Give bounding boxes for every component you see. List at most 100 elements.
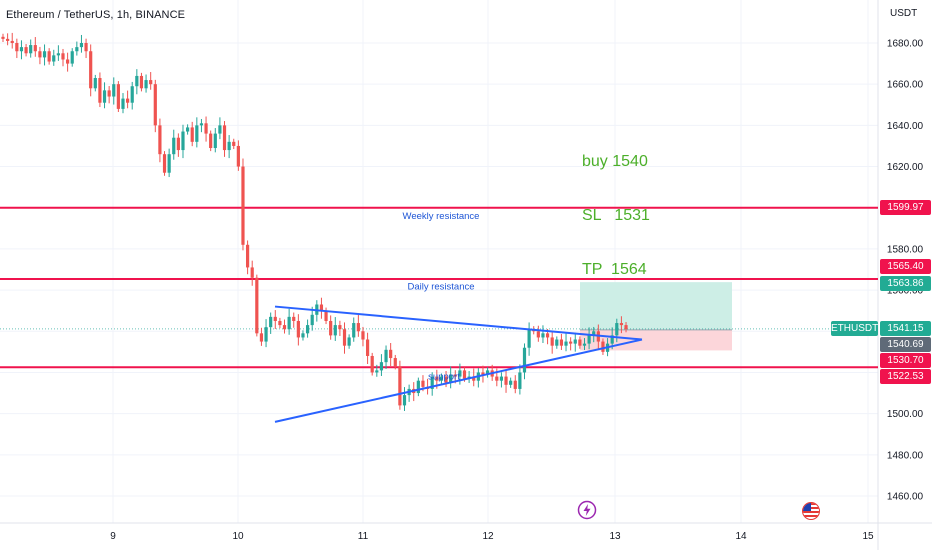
candle-body <box>10 40 14 43</box>
candle <box>29 39 33 58</box>
candle <box>144 74 148 93</box>
candle <box>499 372 504 388</box>
take-profit-zone <box>580 282 732 330</box>
candle <box>536 325 540 342</box>
candle-body <box>398 366 402 406</box>
candle-body <box>98 78 102 103</box>
candle <box>513 375 517 394</box>
candle <box>352 317 356 342</box>
price-label: 1565.40 <box>880 259 931 274</box>
y-tick-label: 1480.00 <box>887 450 924 461</box>
candle-body <box>356 323 360 332</box>
candle <box>541 325 545 344</box>
candle-body <box>522 347 527 373</box>
candle-body <box>102 90 107 103</box>
candle-body <box>149 80 153 85</box>
candle-body <box>172 137 176 155</box>
candle-body <box>462 370 467 379</box>
candle-body <box>190 127 194 142</box>
candle-body <box>278 320 282 326</box>
candle <box>287 308 291 335</box>
candle-body <box>181 131 185 151</box>
candle-body <box>56 53 60 56</box>
trade-note-buy: buy 1540 <box>582 153 648 170</box>
candle <box>319 297 324 319</box>
y-tick-label: 1500.00 <box>887 409 924 420</box>
candle <box>582 338 587 351</box>
candle-body <box>541 333 545 338</box>
candle-body <box>38 51 42 58</box>
candle-body <box>218 125 222 134</box>
candle-body <box>444 376 448 383</box>
x-tick-label: 9 <box>110 531 116 542</box>
candle-body <box>222 125 227 151</box>
candle-body <box>75 47 79 52</box>
candle-body <box>6 38 10 41</box>
candle <box>342 322 347 354</box>
candle <box>84 38 88 59</box>
candle-body <box>587 335 591 344</box>
candle <box>527 322 531 356</box>
candle <box>573 332 577 352</box>
candle <box>89 44 93 97</box>
candle-body <box>204 123 208 134</box>
candle <box>186 124 190 135</box>
candle <box>578 336 582 349</box>
candle <box>66 52 70 72</box>
candle-body <box>61 53 65 60</box>
candle-body <box>301 333 305 338</box>
candle-body <box>259 333 264 342</box>
candle <box>292 312 296 328</box>
candle-body <box>167 154 171 173</box>
candle-body <box>227 141 231 151</box>
candle-body <box>287 316 291 330</box>
candle-body <box>15 43 19 52</box>
trade-note-sl: SL 1531 <box>582 207 650 224</box>
candle-body <box>545 333 550 338</box>
candle <box>98 72 102 108</box>
candle <box>333 317 337 341</box>
candle <box>158 118 162 163</box>
candle-body <box>333 325 337 336</box>
candle <box>269 312 273 334</box>
candle <box>375 364 379 377</box>
candle-body <box>384 349 388 363</box>
candle-body <box>338 325 342 330</box>
candle <box>481 365 485 383</box>
candle <box>347 334 351 349</box>
candle <box>79 34 84 53</box>
candle <box>6 33 10 46</box>
us-flag-icon[interactable] <box>801 501 821 521</box>
x-tick-label: 11 <box>358 531 369 542</box>
price-label: 1530.70 <box>880 353 931 368</box>
candle <box>624 322 628 333</box>
x-tick-label: 10 <box>232 531 244 542</box>
candle <box>130 81 134 110</box>
candle <box>301 330 305 341</box>
candle-body <box>329 320 333 336</box>
candle-body <box>70 51 74 64</box>
candle-body <box>458 370 462 377</box>
candle <box>232 138 236 150</box>
candle-body <box>139 75 144 89</box>
lightning-icon[interactable] <box>577 500 597 520</box>
candle-body <box>130 86 134 103</box>
candle-body <box>33 45 37 52</box>
candle-body <box>209 133 213 149</box>
candle-body <box>495 376 499 381</box>
candle <box>172 129 176 160</box>
candle-body <box>52 55 56 62</box>
candle-body <box>158 125 162 155</box>
candle-body <box>379 362 384 371</box>
candle <box>135 69 139 95</box>
price-label: 1541.15 <box>880 321 931 336</box>
candle <box>167 148 171 178</box>
candle <box>398 360 402 410</box>
candle-body <box>19 47 24 52</box>
candle-body <box>245 244 250 268</box>
candle <box>56 45 60 61</box>
candle-body <box>527 329 531 348</box>
candle <box>176 133 180 157</box>
